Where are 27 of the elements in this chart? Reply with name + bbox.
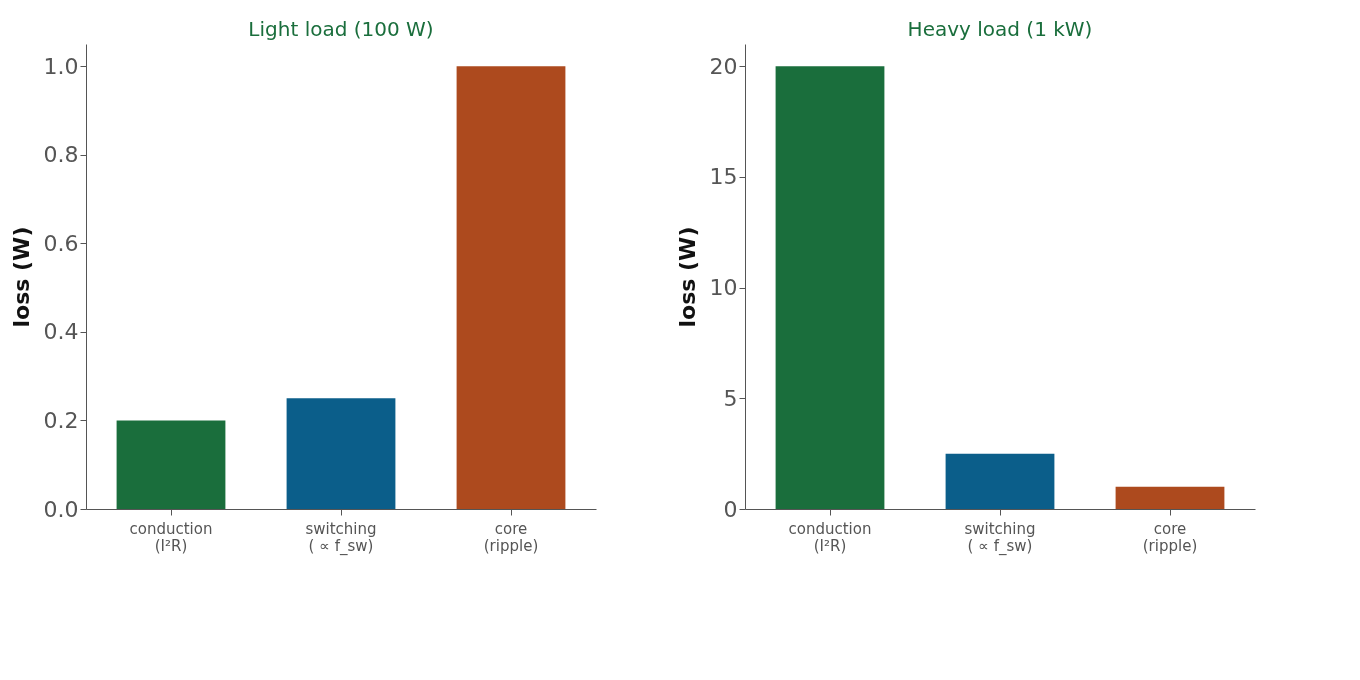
bar — [286, 398, 396, 509]
bar — [775, 66, 885, 509]
y-axis-title: loss (W) — [674, 226, 700, 328]
x-tick-label: conduction (I²R) — [129, 519, 213, 555]
y-tick-label: 15 — [709, 164, 738, 190]
chart-title: Heavy load (1 kW) — [907, 17, 1093, 41]
y-tick-label: 0.4 — [43, 319, 79, 345]
bar — [945, 453, 1055, 509]
x-tick-label: switching ( ∝ f_sw) — [305, 519, 377, 556]
bar — [1115, 486, 1225, 509]
x-tick-label: conduction (I²R) — [788, 519, 872, 555]
y-tick-label: 5 — [723, 385, 738, 411]
y-tick-label: 0.0 — [43, 496, 79, 522]
y-tick-label: 10 — [709, 275, 738, 301]
y-tick-label: 0 — [723, 496, 738, 522]
bar — [456, 66, 566, 509]
y-tick-label: 0.8 — [43, 142, 79, 168]
x-tick-label: core (ripple) — [483, 519, 539, 555]
bar — [116, 420, 226, 509]
chart-title: Light load (100 W) — [248, 17, 434, 41]
x-tick-label: switching ( ∝ f_sw) — [964, 519, 1036, 556]
y-axis-title: loss (W) — [8, 226, 34, 328]
x-tick-label: core (ripple) — [1142, 519, 1198, 555]
y-tick-label: 20 — [709, 53, 738, 79]
y-tick-label: 0.2 — [43, 407, 79, 433]
y-tick-label: 1.0 — [43, 53, 79, 79]
y-tick-label: 0.6 — [43, 230, 79, 256]
